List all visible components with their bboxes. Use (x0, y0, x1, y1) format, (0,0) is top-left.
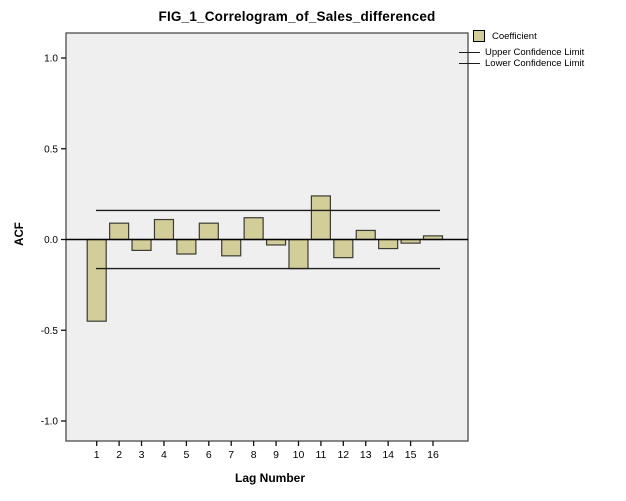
legend-item-coefficient: Coefficient (459, 29, 584, 43)
acf-bar-lag-13 (355, 229, 376, 241)
lower-confidence-line-icon (459, 63, 480, 64)
y-axis-label: ACF (14, 222, 26, 246)
x-tick-label: 8 (251, 449, 257, 461)
x-tick-label: 14 (382, 449, 394, 461)
x-axis-label: Lag Number (234, 471, 305, 485)
x-tick-label: 3 (139, 449, 145, 461)
legend-label-lower-confidence-limit: Lower Confidence Limit (485, 58, 585, 69)
acf-bar-lag-10 (288, 238, 309, 270)
legend-item-lower-confidence-limit: Lower Confidence Limit (459, 58, 584, 69)
x-tick-label: 9 (273, 449, 279, 461)
y-tick-label: 0.0 (44, 235, 58, 246)
acf-bar-lag-11 (310, 195, 331, 241)
legend-item-upper-confidence-limit: Upper Confidence Limit (459, 47, 584, 58)
acf-bar-lag-6 (198, 222, 219, 241)
acf-bar-lag-3 (131, 238, 152, 251)
y-tick-label: 1.0 (44, 54, 58, 65)
x-tick-label: 5 (183, 449, 189, 461)
x-tick-label: 10 (293, 449, 305, 461)
acf-bar-lag-7 (221, 238, 242, 257)
acf-bar-lag-14 (378, 238, 399, 250)
coefficient-swatch-icon (473, 30, 485, 42)
x-tick-label: 12 (337, 449, 349, 461)
acf-bar-lag-8 (243, 217, 264, 241)
acf-bar-lag-9 (265, 238, 287, 246)
x-tick-label: 2 (116, 449, 122, 461)
x-tick-label: 1 (94, 449, 100, 461)
y-tick-label: 0.5 (44, 144, 58, 155)
chart-title: FIG_1_Correlogram_of_Sales_differenced (158, 9, 436, 24)
x-tick-label: 11 (315, 449, 326, 461)
x-tick-label: 4 (161, 449, 167, 461)
x-tick-label: 6 (206, 449, 212, 461)
legend-label-upper-confidence-limit: Upper Confidence Limit (485, 47, 585, 58)
x-tick-label: 16 (427, 449, 439, 461)
acf-bar-lag-12 (333, 238, 354, 259)
legend-label-coefficient: Coefficient (492, 30, 537, 42)
x-tick-label: 13 (360, 449, 372, 461)
x-tick-label: 7 (228, 449, 234, 461)
acf-bar-lag-5 (176, 238, 197, 255)
upper-confidence-line-icon (459, 52, 480, 53)
acf-bar-lag-1 (86, 238, 107, 322)
x-tick-label: 15 (405, 449, 417, 461)
acf-bar-lag-2 (109, 222, 130, 241)
acf-bar-lag-4 (153, 218, 175, 241)
plot-area (65, 32, 469, 442)
y-tick-label: -0.5 (41, 326, 59, 337)
y-tick-label: -1.0 (41, 417, 59, 428)
legend: Coefficient Upper Confidence Limit Lower… (459, 29, 584, 69)
